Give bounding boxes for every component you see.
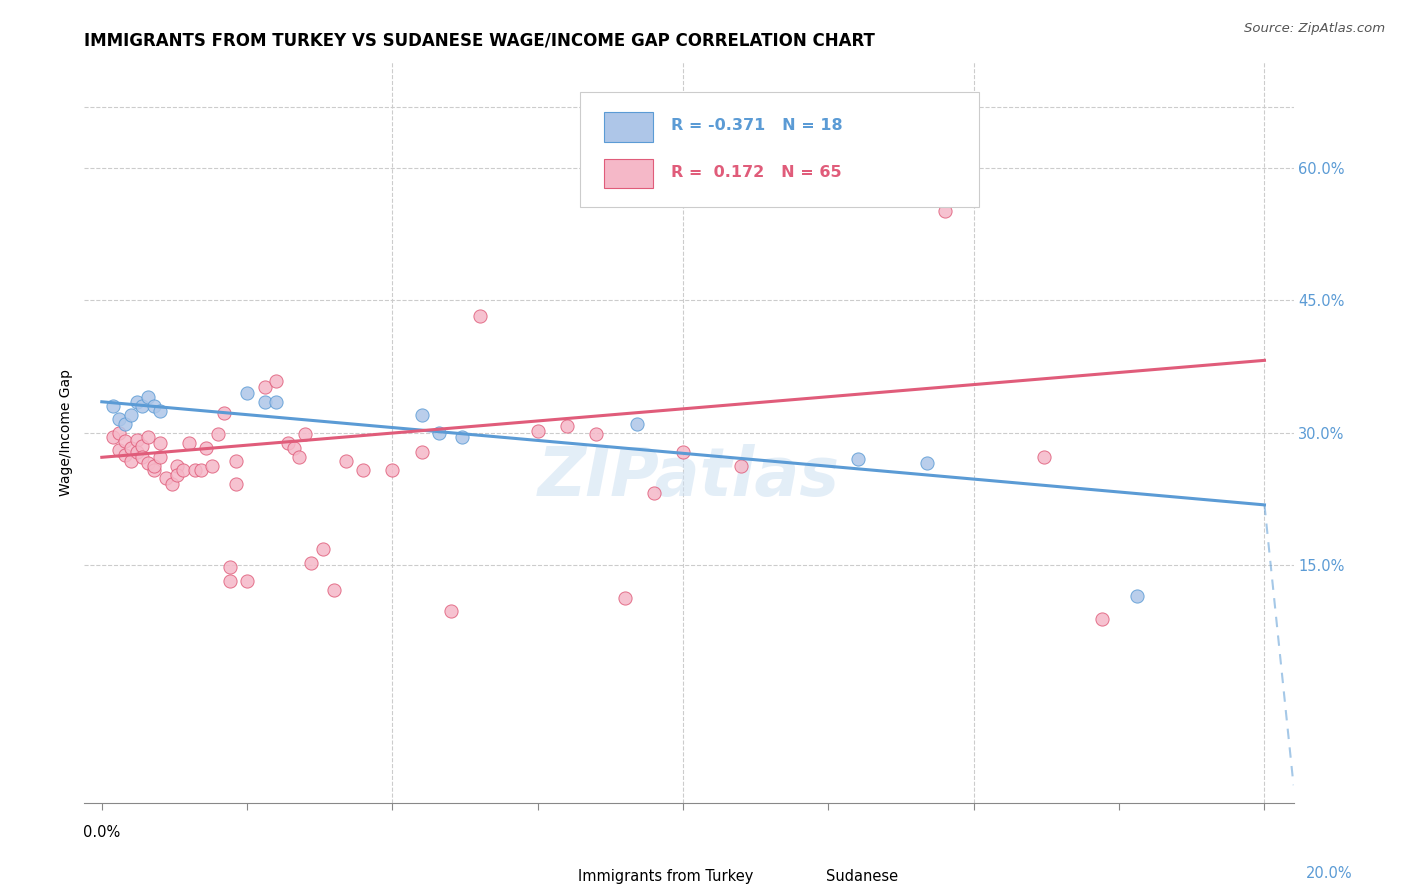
Text: ZIPatlas: ZIPatlas <box>538 444 839 510</box>
Point <box>103 430 125 444</box>
Point <box>218 574 240 588</box>
Point <box>283 442 305 456</box>
Point <box>212 406 235 420</box>
Text: 0.0%: 0.0% <box>83 825 121 840</box>
Point <box>125 445 148 459</box>
Point <box>149 403 172 417</box>
FancyBboxPatch shape <box>520 864 565 888</box>
Point <box>1125 589 1147 603</box>
Point <box>149 450 172 465</box>
Text: R = -0.371   N = 18: R = -0.371 N = 18 <box>671 118 842 133</box>
Y-axis label: Wage/Income Gap: Wage/Income Gap <box>59 369 73 496</box>
Point <box>136 430 159 444</box>
Point <box>614 591 637 606</box>
Point <box>195 442 218 456</box>
Point <box>299 556 322 570</box>
Point <box>236 386 259 401</box>
Point <box>917 457 939 471</box>
Point <box>451 430 474 444</box>
Point <box>934 203 956 218</box>
FancyBboxPatch shape <box>581 92 979 207</box>
Point <box>143 459 166 474</box>
Point <box>114 434 136 449</box>
Point <box>411 445 433 459</box>
Text: Immigrants from Turkey: Immigrants from Turkey <box>578 869 754 884</box>
Point <box>103 399 125 413</box>
Point <box>166 459 188 474</box>
Point <box>312 541 335 556</box>
Point <box>288 450 311 465</box>
Point <box>294 427 316 442</box>
Point <box>108 412 131 426</box>
Point <box>846 452 869 467</box>
Point <box>160 476 183 491</box>
Point <box>155 471 177 485</box>
FancyBboxPatch shape <box>605 159 652 188</box>
Point <box>264 375 287 389</box>
FancyBboxPatch shape <box>605 112 652 142</box>
Point <box>253 380 276 394</box>
Point <box>264 394 287 409</box>
Point <box>555 418 578 433</box>
Point <box>120 442 142 456</box>
Point <box>225 454 247 468</box>
Point <box>131 399 153 413</box>
Text: Sudanese: Sudanese <box>825 869 897 884</box>
FancyBboxPatch shape <box>768 864 814 888</box>
Text: 20.0%: 20.0% <box>1306 866 1353 880</box>
Point <box>468 310 491 324</box>
Point <box>125 394 148 409</box>
Point <box>626 417 648 431</box>
Point <box>411 408 433 422</box>
Point <box>131 450 153 465</box>
Point <box>207 427 229 442</box>
Point <box>201 459 224 474</box>
Text: R =  0.172   N = 65: R = 0.172 N = 65 <box>671 164 841 179</box>
Point <box>323 582 346 597</box>
Point <box>184 462 207 476</box>
Point <box>108 443 131 458</box>
Point <box>166 467 188 482</box>
Point <box>125 433 148 447</box>
Point <box>277 436 299 450</box>
Point <box>136 390 159 404</box>
Point <box>672 445 695 459</box>
Point <box>120 454 142 468</box>
Point <box>149 436 172 450</box>
Text: Source: ZipAtlas.com: Source: ZipAtlas.com <box>1244 22 1385 36</box>
Point <box>427 425 450 440</box>
Point <box>120 408 142 422</box>
Point <box>643 485 665 500</box>
Text: IMMIGRANTS FROM TURKEY VS SUDANESE WAGE/INCOME GAP CORRELATION CHART: IMMIGRANTS FROM TURKEY VS SUDANESE WAGE/… <box>84 32 875 50</box>
Point <box>352 462 374 476</box>
Point <box>527 424 550 438</box>
Point <box>143 399 166 413</box>
Point <box>585 427 607 442</box>
Point <box>131 439 153 453</box>
Point <box>876 189 898 203</box>
Point <box>439 604 461 618</box>
Point <box>190 462 212 476</box>
Point <box>1032 450 1054 465</box>
Point <box>1091 612 1114 626</box>
Point <box>335 454 357 468</box>
Point <box>108 425 131 440</box>
Point <box>236 574 259 588</box>
Point <box>730 459 752 474</box>
Point <box>114 448 136 462</box>
Point <box>172 462 194 476</box>
Point <box>136 457 159 471</box>
Point <box>381 462 404 476</box>
Point <box>143 462 166 476</box>
Point <box>218 559 240 574</box>
Point <box>225 476 247 491</box>
Point <box>253 394 276 409</box>
Point <box>114 417 136 431</box>
Point <box>177 436 200 450</box>
